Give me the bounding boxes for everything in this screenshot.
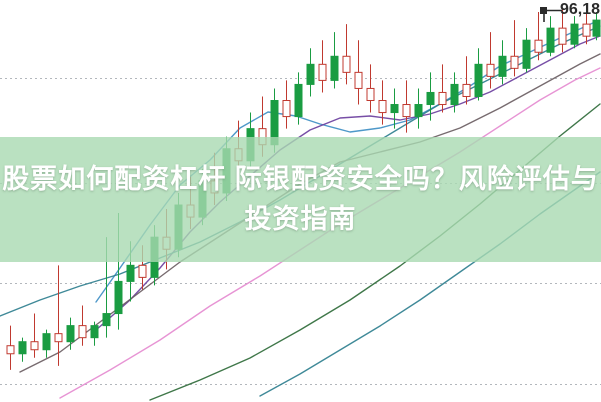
title-overlay-band: 股票如何配资杠杆 际银配资安全吗？风险评估与 投资指南 <box>0 137 601 262</box>
page-title-line-1: 股票如何配资杠杆 际银配资安全吗？风险评估与 <box>2 163 599 194</box>
price-callout-label: 96,18 <box>560 1 601 18</box>
price-callout-leader <box>540 7 562 22</box>
page-title-line-2: 投资指南 <box>244 203 357 234</box>
